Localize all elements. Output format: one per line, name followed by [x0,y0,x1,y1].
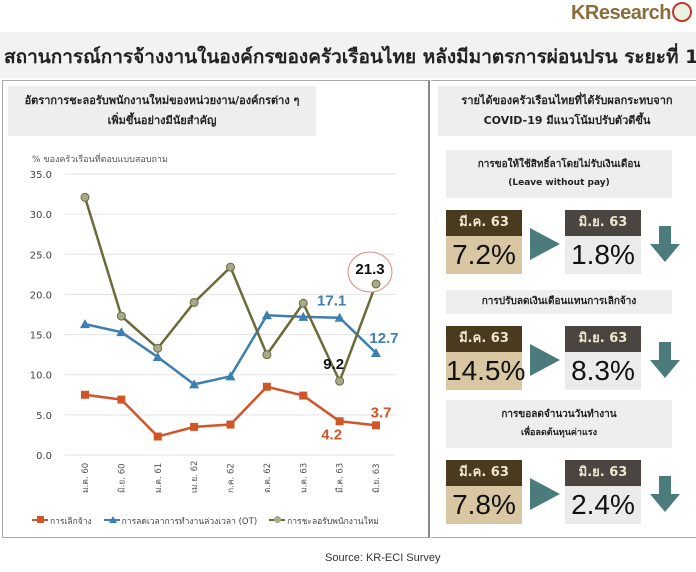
x-tick-label: มิ.ย. 60 [117,463,127,493]
to-period-label: มิ.ย. 63 [565,460,641,486]
square-marker-icon [32,516,48,523]
from-period-label: มี.ค. 63 [446,460,522,486]
to-period-label: มิ.ย. 63 [565,210,641,236]
legend-item-hiring: การชะลอรับพนักงานใหม่ [269,514,379,528]
from-value: 7.2% [446,236,522,274]
page-title: สถานการณ์การจ้างงานในองค์กรของครัวเรือนไ… [0,32,696,78]
data-point [116,327,127,337]
x-tick-label: มี.ค. 63 [335,463,346,493]
source-note: Source: KR-ECI Survey [325,552,441,564]
card-title: การขอให้ใช้สิทธิ์ลาโดยไม่รับเงินเดือน (L… [446,150,672,198]
y-tick-label: 35.0 [30,170,52,181]
data-label: 9.2 [323,356,344,373]
data-point [299,391,308,400]
x-tick-label: ม.ค. 61 [154,463,164,493]
x-tick-label: ม.ค. 60 [81,463,91,493]
arrow-down-icon [650,226,680,262]
y-tick-label: 0.0 [36,451,52,462]
data-point [80,319,90,329]
right-panel-heading: รายได้ของครัวเรือนไทยที่ได้รับผลกระทบจาก… [438,86,696,136]
to-period-label: มิ.ย. 63 [565,326,641,352]
data-point [298,298,308,308]
data-point [152,352,163,362]
data-point [371,348,381,358]
series-line [83,196,378,385]
kresearch-logo: KResearch [571,2,692,25]
data-point [226,420,235,429]
data-point [153,343,163,353]
data-label: 4.2 [321,426,342,443]
data-label: 3.7 [371,404,392,421]
y-tick-label: 30.0 [30,210,52,221]
data-point [298,311,309,321]
data-point [80,192,90,202]
data-point [225,371,236,381]
data-point [189,379,200,389]
line-chart: 0.0 5.0 10.0 15.0 20.0 25.0 30.0 35.0 ม.ค. 60 มิ.… [30,170,399,493]
data-point [334,312,345,322]
to-value: 2.4% [565,486,641,524]
highlight-circle [347,251,393,293]
data-point [117,395,126,404]
arrow-right-icon [530,228,560,260]
x-tick-label: มิ.ย. 63 [372,463,382,493]
x-tick-label: เม.ย. 62 [190,461,200,493]
left-panel-heading: อัตราการชะลอรับพนักงานใหม่ของหน่วยงาน/อง… [8,86,316,136]
x-tick-label: ก.ค. 62 [227,463,237,493]
data-label: 12.7 [369,330,398,347]
y-tick-label: 20.0 [30,290,52,301]
card-title: การปรับลดเงินเดือนแทนการเลิกจ้าง [446,290,672,314]
x-tick-label: ต.ค. 62 [263,463,273,493]
arrow-right-icon [530,344,560,376]
from-value: 14.5% [446,352,525,390]
arrow-right-icon [530,478,560,510]
data-label: 17.1 [317,293,346,310]
y-tick-label: 25.0 [30,250,52,261]
data-point [81,390,89,399]
legend-item-ot: การลดเวลาการทำงานล่วงเวลา (OT) [103,514,257,528]
data-point [226,262,235,272]
y-tick-label: 10.0 [30,371,52,382]
from-period-label: มี.ค. 63 [446,326,522,352]
circle-marker-icon [269,516,286,523]
data-point [372,421,380,430]
y-axis-label: % ของครัวเรือนที่ตอบแบบสอบถาม [32,155,168,165]
y-tick-label: 5.0 [36,411,52,422]
data-point [261,310,272,320]
card-title: การขอลดจำนวนวันทำงาน เพื่อลดต้นทุนค่าแรง [446,400,672,448]
data-label: 21.3 [355,261,384,278]
x-tick-label: ม.ค. 63 [299,463,309,493]
data-point [335,376,345,386]
data-point [116,311,126,321]
arrow-down-icon [650,476,680,512]
data-point [189,297,199,307]
kbank-leaf-icon [672,2,692,22]
from-period-label: มี.ค. 63 [446,210,522,236]
data-point [262,382,271,391]
data-point [371,279,381,289]
data-point [335,417,344,426]
from-value: 7.8% [446,486,522,524]
left-panel-frame [2,80,430,538]
legend-item-layoff: การเลิกจ้าง [32,514,92,528]
data-point [153,432,162,441]
triangle-marker-icon [103,516,120,523]
data-point [262,350,272,360]
to-value: 1.8% [565,236,641,274]
arrow-down-icon [650,342,680,378]
right-panel-frame [431,80,696,538]
data-point [190,422,199,431]
to-value: 8.3% [565,352,641,390]
chart-legend: การเลิกจ้าง การลดเวลาการทำงานล่วงเวลา (O… [32,514,379,528]
y-tick-label: 15.0 [30,331,52,342]
